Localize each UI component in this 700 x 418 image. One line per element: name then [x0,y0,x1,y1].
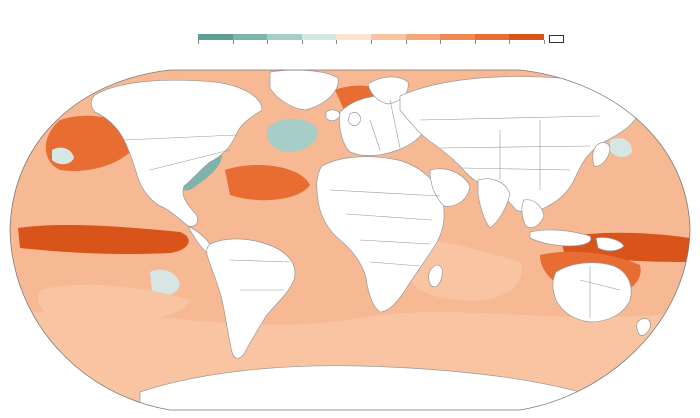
legend-tick [543,40,545,44]
legend-tick [509,40,511,44]
legend-swatch-8 [440,34,475,44]
arabian-peninsula [429,168,471,207]
legend-tick [405,40,407,44]
south-america [206,238,296,359]
legend-swatch-4 [301,34,337,44]
light-south-pacific [38,284,191,324]
greenland [269,70,339,111]
madagascar [428,264,443,288]
legend-swatch-5 [336,34,371,44]
cool-north-pacific [52,147,74,165]
africa [316,156,445,313]
legend-tick [440,40,442,44]
new-zealand [636,318,651,336]
indonesia [529,229,592,247]
legend-tick [198,40,199,44]
legend-swatch-9 [474,34,510,44]
warm-pacific-band [18,225,189,255]
legend-swatch-6 [370,34,406,44]
legend-tick [474,40,476,44]
legend-tick [232,40,234,44]
country-borders [123,99,621,318]
legend-swatch-2 [232,34,268,44]
british-isles [347,112,361,126]
legend-swatch-3 [267,34,302,44]
cool-south-pacific [150,269,180,296]
legend-tick [301,40,303,44]
southeast-asia [521,199,545,228]
japan [592,142,611,167]
color-scale-legend [198,34,545,46]
legend-swatch-1 [198,34,233,44]
india [477,178,511,229]
new-guinea [595,237,625,252]
antarctica [139,365,581,410]
continents [90,70,651,410]
legend-tick [267,40,269,44]
map-frame [9,69,691,411]
legend-tick [336,40,338,44]
legend-tick [370,40,372,44]
australia [552,262,632,323]
iceland [325,109,341,122]
cool-north-atlantic [266,118,319,152]
legend-swatch-7 [405,34,441,44]
cool-tasman-sea [610,138,632,158]
warm-north-atlantic [225,165,310,201]
no-data-legend-swatch [549,35,564,43]
legend-swatch-10 [509,34,544,44]
